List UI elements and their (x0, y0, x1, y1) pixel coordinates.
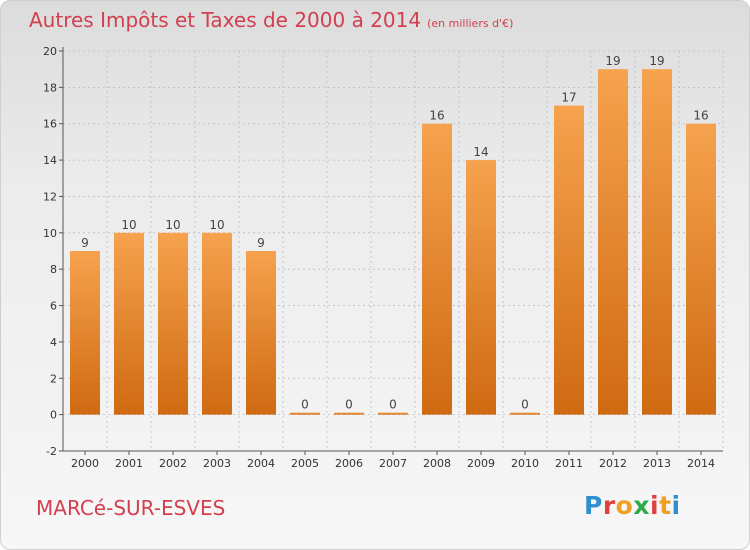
bar (158, 232, 188, 415)
data-label: 10 (209, 218, 224, 232)
logo-letter: i (671, 491, 681, 520)
bar (598, 69, 628, 415)
logo-letter: P (584, 491, 603, 520)
bar (378, 412, 408, 415)
data-label: 0 (301, 398, 309, 412)
data-label: 9 (81, 236, 89, 250)
data-label: 9 (257, 236, 265, 250)
y-tick-label: 16 (43, 118, 57, 131)
bar (466, 160, 496, 415)
x-tick-label: 2011 (555, 457, 583, 470)
bar (642, 69, 672, 415)
x-tick-label: 2002 (159, 457, 187, 470)
bar (290, 412, 320, 415)
chart-unit: (en milliers d'€) (427, 17, 514, 30)
axis-layer: -2 0 2 4 6 8 10 12 14 16 18 20 2000 2001 2002 2003 2004 2… (43, 45, 723, 470)
logo-letter: t (659, 491, 672, 520)
x-tick-label: 2003 (203, 457, 231, 470)
bar (70, 251, 100, 415)
y-tick-label: 6 (50, 300, 57, 313)
y-tick-label: 8 (50, 263, 57, 276)
bar (334, 412, 364, 415)
bar (114, 232, 144, 415)
bar (202, 232, 232, 415)
data-label: 19 (649, 54, 664, 68)
data-label: 10 (165, 218, 180, 232)
logo-letter: x (633, 491, 650, 520)
data-label: 10 (121, 218, 136, 232)
bar (422, 123, 452, 415)
bar (510, 412, 540, 415)
y-tick-label: 2 (50, 372, 57, 385)
chart-title-text: Autres Impôts et Taxes de 2000 à 2014 (29, 8, 422, 32)
bar (554, 105, 584, 415)
bar (246, 251, 276, 415)
y-tick-label: -2 (46, 445, 57, 458)
x-tick-label: 2013 (643, 457, 671, 470)
bar-layer (70, 69, 716, 415)
data-label: 0 (345, 398, 353, 412)
x-tick-label: 2007 (379, 457, 407, 470)
y-tick-label: 12 (43, 190, 57, 203)
proxiti-logo: Proxiti (584, 491, 681, 520)
bar (686, 123, 716, 415)
data-label: 17 (561, 91, 576, 105)
y-tick-label: 0 (50, 409, 57, 422)
x-tick-label: 2005 (291, 457, 319, 470)
label-layer: 9 10 10 10 9 0 0 0 16 14 0 17 19 19 16 (81, 54, 708, 411)
data-label: 14 (473, 145, 488, 159)
x-tick-label: 2001 (115, 457, 143, 470)
chart-title: Autres Impôts et Taxes de 2000 à 2014 (en… (29, 8, 513, 32)
y-tick-label: 14 (43, 154, 57, 167)
y-tick-label: 18 (43, 81, 57, 94)
data-label: 19 (605, 54, 620, 68)
logo-letter: r (602, 491, 616, 520)
y-tick-label: 4 (50, 336, 57, 349)
data-label: 16 (429, 109, 444, 123)
commune-name: MARCé-SUR-ESVES (36, 496, 226, 520)
x-tick-label: 2004 (247, 457, 275, 470)
x-tick-label: 2008 (423, 457, 451, 470)
x-tick-label: 2010 (511, 457, 539, 470)
y-tick-label: 10 (43, 227, 57, 240)
logo-letter: i (650, 491, 660, 520)
data-label: 0 (389, 398, 397, 412)
data-label: 16 (693, 109, 708, 123)
data-label: 0 (521, 398, 529, 412)
y-tick-label: 20 (43, 45, 57, 58)
x-tick-label: 2006 (335, 457, 363, 470)
x-tick-label: 2012 (599, 457, 627, 470)
x-tick-label: 2009 (467, 457, 495, 470)
x-tick-label: 2000 (71, 457, 99, 470)
logo-letter: o (615, 491, 634, 520)
x-tick-label: 2014 (687, 457, 715, 470)
